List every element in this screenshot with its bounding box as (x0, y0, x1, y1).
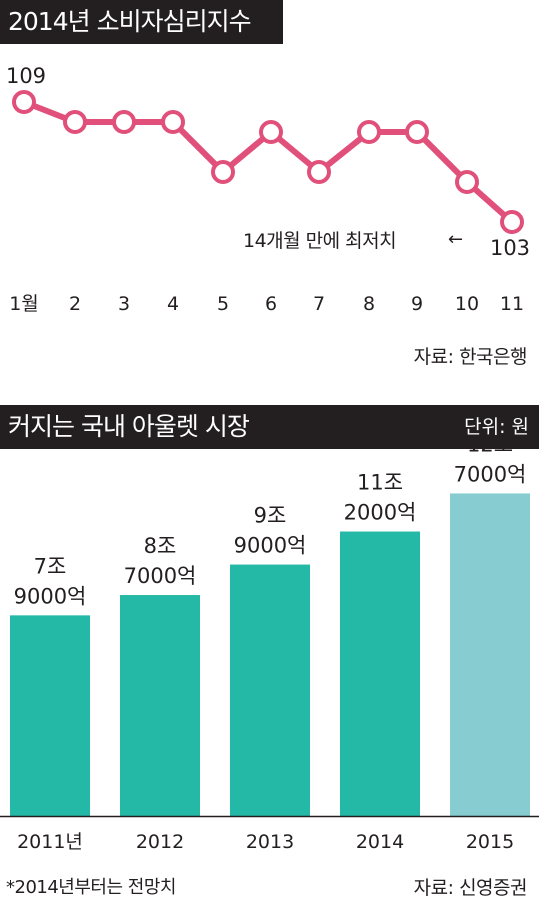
data-point (405, 120, 429, 144)
bar-value-label: 11조 (357, 471, 403, 495)
bar (340, 531, 420, 816)
x-tick-label: 10 (455, 293, 479, 315)
projection-footnote: *2014년부터는 전망치 (6, 877, 176, 898)
data-point (500, 210, 524, 234)
data-point (357, 120, 381, 144)
bar (10, 615, 90, 816)
bar-value-label: 7000억 (124, 564, 197, 588)
x-tick-label: 4 (167, 293, 179, 315)
x-tick-label: 2015 (466, 831, 514, 853)
x-tick-label: 2013 (246, 831, 294, 853)
bar-chart: 7조 9000억 2011년 8조 7000억 2012 9조 9000억 2013 11조 200… (0, 449, 539, 853)
point-value-label: 103 (490, 236, 530, 260)
data-point (259, 120, 283, 144)
bar (450, 493, 530, 816)
unit-label: 단위: 원 (310, 405, 539, 449)
x-tick-label: 9 (411, 293, 423, 315)
bar-value-label: 9조 (254, 504, 287, 528)
index-line (22, 99, 514, 225)
x-tick-label: 11 (500, 293, 524, 315)
bar (120, 595, 200, 816)
x-tick-label: 3 (118, 293, 130, 315)
bar-value-label: 8조 (144, 534, 177, 558)
bar-value-label: 9000억 (14, 584, 87, 608)
annotation-text: 14개월 만에 최저치 (243, 230, 396, 252)
line-chart-source: 자료: 한국은행 (413, 346, 528, 368)
data-point (63, 110, 87, 134)
bar-value-label: 2000억 (344, 501, 417, 525)
data-point (307, 160, 331, 184)
x-tick-label: 2014 (356, 831, 404, 853)
x-tick-label: 2 (69, 293, 81, 315)
data-point (211, 160, 235, 184)
data-point (161, 110, 185, 134)
bar-value-label: 7조 (34, 554, 67, 578)
bar-chart-source: 자료: 신영증권 (413, 877, 528, 899)
line-chart-title: 2014년 소비자심리지수 (0, 0, 283, 44)
bar-value-label: 9000억 (234, 534, 307, 558)
x-tick-label: 2012 (136, 831, 184, 853)
bar-value-label: 7000억 (454, 462, 527, 486)
point-value-label: 109 (6, 64, 46, 88)
line-chart: 1월 2 3 4 5 6 7 8 9 10 11 109 103 14개월 만에 최저치 ← (6, 64, 530, 315)
x-tick-label: 2011년 (17, 831, 83, 853)
x-tick-label: 1월 (9, 293, 39, 315)
x-tick-label: 7 (313, 293, 325, 315)
bar (230, 564, 310, 816)
bar-value-label: 12조 (467, 449, 513, 456)
annotation-arrow: ← (448, 229, 463, 250)
data-point (455, 170, 479, 194)
data-point (12, 90, 36, 114)
x-tick-label: 6 (265, 293, 277, 315)
x-tick-label: 5 (217, 293, 229, 315)
bar-chart-title: 커지는 국내 아울렛 시장 (0, 405, 310, 449)
data-point (112, 110, 136, 134)
x-tick-label: 8 (363, 293, 375, 315)
header-rule (0, 447, 539, 449)
